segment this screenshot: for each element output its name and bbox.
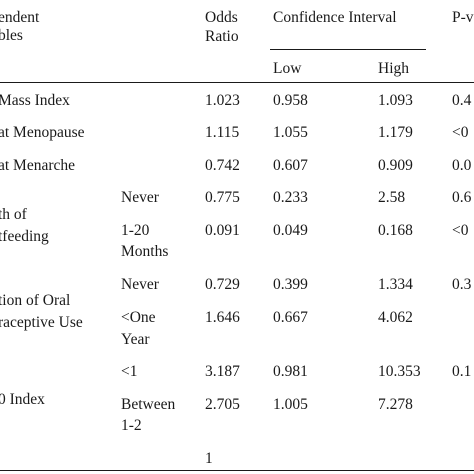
row-category: <1: [121, 363, 138, 380]
row-low: 0.607: [273, 157, 308, 174]
header-ci-underline: [270, 49, 426, 50]
row-variable: at Menarche: [0, 157, 76, 174]
row-high: 1.093: [378, 92, 413, 109]
row-category: Never: [121, 189, 159, 206]
header-low: Low: [273, 60, 302, 77]
row-odds: 0.775: [205, 189, 240, 206]
row-variable: Mass Index: [0, 92, 70, 109]
row-high: 1.334: [378, 276, 413, 293]
row-pvalue: <0: [452, 124, 469, 141]
row-high: 0.168: [378, 222, 413, 239]
row-low: 0.667: [273, 309, 308, 326]
row-variable: at Menopause: [0, 124, 85, 141]
bottom-rule: [0, 470, 474, 471]
row-variable-line1: th of: [0, 206, 27, 223]
row-odds: 3.187: [205, 363, 240, 380]
row-high: 0.909: [378, 157, 413, 174]
row-high: 7.278: [378, 396, 413, 413]
row-category-line2: Months: [121, 243, 169, 260]
row-odds: 0.742: [205, 157, 240, 174]
row-odds: 1.115: [205, 124, 240, 141]
row-variable-line1: tion of Oral: [0, 292, 71, 309]
row-odds: 1: [205, 450, 213, 467]
row-pvalue: 0.0: [452, 157, 472, 174]
row-odds: 0.729: [205, 276, 240, 293]
row-category-line1: 1-20: [121, 222, 150, 239]
row-variable: 0 Index: [0, 391, 45, 408]
row-category-line1: <One: [121, 309, 156, 326]
row-high: 4.062: [378, 309, 413, 326]
row-low: 0.049: [273, 222, 308, 239]
row-low: 0.981: [273, 363, 308, 380]
row-high: 10.353: [378, 363, 421, 380]
row-high: 2.58: [378, 189, 406, 206]
row-low: 1.055: [273, 124, 308, 141]
row-odds: 0.091: [205, 222, 240, 239]
row-variable-line2: raceptive Use: [0, 314, 83, 331]
row-category-line1: Between: [121, 396, 176, 413]
header-odds-ratio-line2: Ratio: [205, 28, 239, 45]
row-category-line2: Year: [121, 331, 150, 348]
header-variables-line2: bles: [0, 27, 23, 44]
row-pvalue: 0.3: [452, 276, 472, 293]
row-odds: 2.705: [205, 396, 240, 413]
row-pvalue: 0.1: [452, 363, 472, 380]
row-pvalue: 0.4: [452, 92, 472, 109]
row-variable-line2: tfeeding: [0, 228, 49, 245]
header-odds-ratio-line1: Odds: [205, 9, 238, 26]
header-pvalue: P-v: [452, 9, 474, 26]
header-rule: [0, 82, 474, 83]
row-low: 0.399: [273, 276, 308, 293]
row-pvalue: 0.6: [452, 189, 472, 206]
row-category-line2: 1-2: [121, 417, 142, 434]
row-low: 0.958: [273, 92, 308, 109]
row-high: 1.179: [378, 124, 413, 141]
row-low: 0.233: [273, 189, 308, 206]
row-pvalue: <0: [452, 222, 469, 239]
row-odds: 1.023: [205, 92, 240, 109]
row-category: Never: [121, 276, 159, 293]
header-confidence-interval: Confidence Interval: [273, 9, 397, 26]
header-variables-line1: endent: [0, 9, 40, 26]
header-high: High: [378, 60, 409, 77]
row-low: 1.005: [273, 396, 308, 413]
row-odds: 1.646: [205, 309, 240, 326]
